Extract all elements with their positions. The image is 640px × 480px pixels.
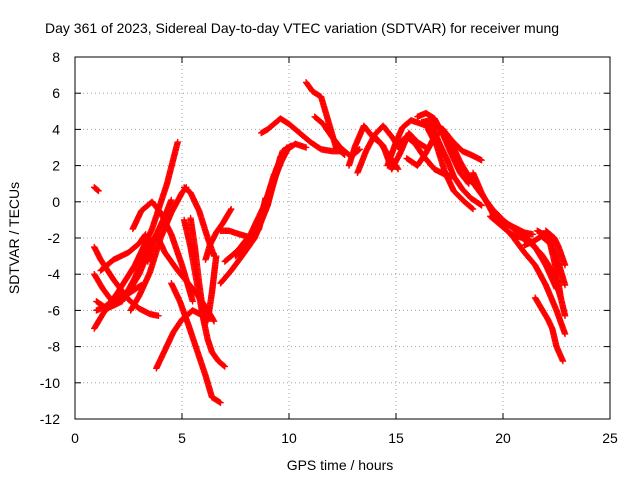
data-point: [529, 231, 537, 238]
grid: [75, 57, 610, 419]
data-point: [95, 187, 102, 195]
data-point: [394, 166, 402, 173]
series-s2: [91, 138, 181, 332]
y-tick-label: -8: [48, 339, 61, 355]
chart-title: Day 361 of 2023, Sidereal Day-to-day VTE…: [45, 20, 559, 36]
x-tick-label: 15: [388, 430, 404, 446]
y-tick-label: 6: [52, 85, 60, 101]
data-point: [561, 261, 569, 269]
series-s33: [418, 117, 485, 209]
data-point: [210, 316, 217, 324]
y-tick-label: -2: [48, 230, 61, 246]
series-s11: [180, 184, 218, 260]
data-point: [213, 252, 220, 260]
data-point: [478, 156, 485, 164]
y-tick-label: -6: [48, 302, 61, 318]
x-tick-label: 5: [178, 430, 186, 446]
series-s23: [264, 140, 310, 209]
series-s41: [531, 294, 567, 365]
x-axis-title: GPS time / hours: [287, 457, 394, 473]
data-point: [216, 398, 223, 406]
series-s16: [202, 205, 235, 263]
data-point: [561, 330, 569, 338]
series-s6: [97, 231, 149, 274]
series-s42: [542, 227, 569, 269]
data-point: [141, 232, 149, 239]
data-point: [210, 318, 218, 325]
y-tick-label: -10: [40, 375, 60, 391]
x-tick-label: 25: [602, 430, 618, 446]
y-axis-title: SDTVAR / TECUs: [6, 182, 22, 294]
data-point: [468, 205, 476, 212]
data-point: [469, 205, 477, 213]
y-tick-label: -12: [40, 411, 60, 427]
data-point: [559, 357, 567, 365]
x-tick-label: 10: [281, 430, 297, 446]
series-s22: [257, 115, 346, 155]
data-point: [302, 144, 310, 151]
y-tick-label: -4: [48, 266, 61, 282]
x-tick-label: 20: [495, 430, 511, 446]
data-point: [189, 298, 196, 305]
series-s15: [180, 216, 228, 370]
y-tick-label: 0: [52, 194, 60, 210]
series-s38: [499, 222, 569, 338]
data-point: [168, 196, 175, 204]
data-point: [227, 206, 234, 214]
data-points: [91, 79, 569, 406]
data-point: [561, 281, 569, 289]
data-point: [94, 187, 101, 194]
data-point: [221, 363, 228, 370]
series-s10: [127, 184, 190, 314]
y-tick-label: 8: [52, 49, 60, 65]
y-tick-label: 4: [52, 121, 60, 137]
series-s7: [93, 281, 145, 314]
series-s14: [168, 280, 224, 406]
series-s1: [91, 184, 102, 195]
data-point: [217, 399, 224, 406]
data-point: [477, 201, 484, 208]
data-point: [561, 312, 569, 320]
data-point: [174, 138, 181, 146]
data-point: [220, 362, 228, 369]
series-s34: [424, 126, 477, 213]
data-point: [356, 146, 363, 153]
data-point: [142, 231, 149, 238]
data-point: [228, 205, 235, 213]
axis-ticks: 0 5 10 15 20 25 -12 -10 -8 -6 -4 -2 0 2 4 6 8: [40, 49, 618, 446]
y-tick-label: 2: [52, 158, 60, 174]
data-point: [155, 312, 162, 320]
series-s35: [431, 120, 560, 292]
data-point: [478, 202, 485, 209]
x-tick-label: 0: [71, 430, 79, 446]
series-s5: [93, 234, 154, 312]
